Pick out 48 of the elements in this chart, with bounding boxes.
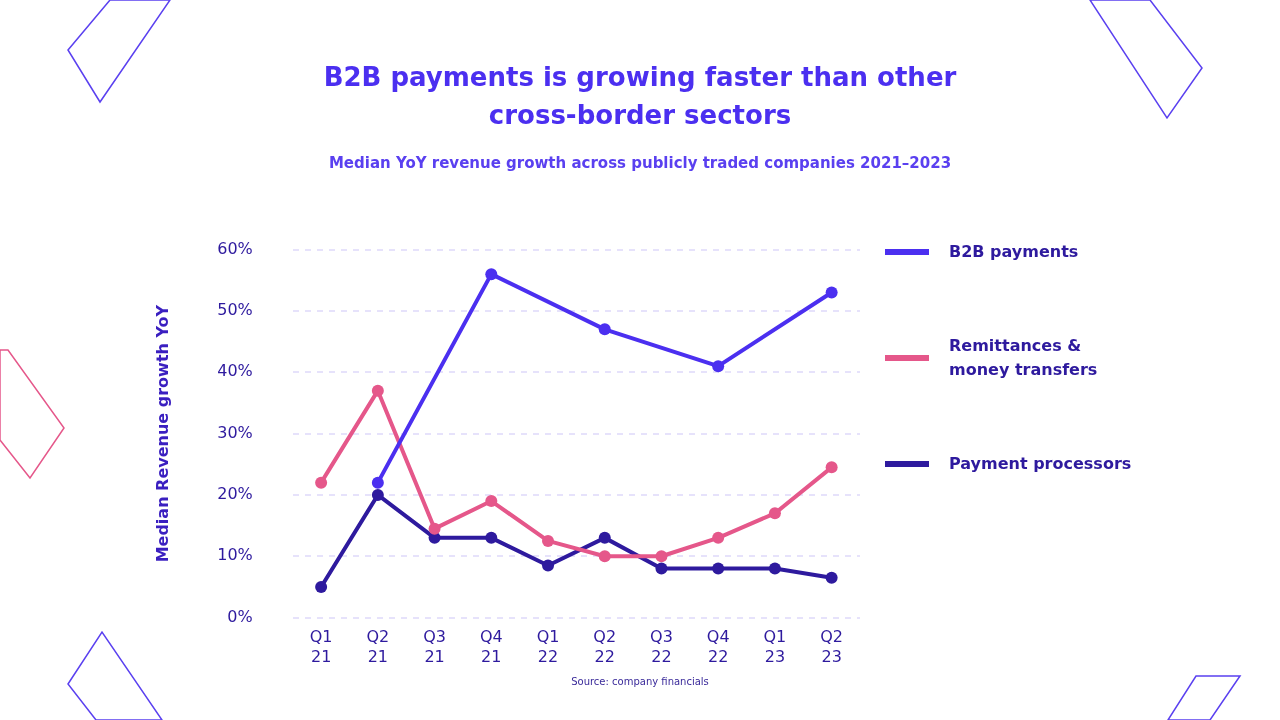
- legend-label: B2B payments: [949, 241, 1079, 263]
- x-tick-label: Q4 22: [706, 627, 730, 666]
- point: [315, 476, 328, 489]
- point: [598, 323, 611, 336]
- x-tick-label: Q1 21: [309, 627, 333, 666]
- point: [768, 562, 781, 575]
- x-tick-label: Q1 23: [763, 627, 787, 666]
- point: [598, 550, 611, 563]
- y-tick-label: 0%: [227, 606, 253, 626]
- point: [655, 550, 668, 563]
- y-axis-title: Median Revenue growth YoY: [152, 304, 172, 563]
- point: [371, 384, 384, 397]
- point: [485, 268, 498, 281]
- x-tick-label: Q4 21: [479, 627, 503, 666]
- x-tick-label: Q3 22: [650, 627, 673, 666]
- y-tick-label: 20%: [217, 484, 253, 504]
- point: [542, 534, 555, 547]
- point: [371, 476, 384, 489]
- point: [371, 488, 384, 501]
- point: [712, 531, 725, 544]
- point: [768, 507, 781, 520]
- point: [712, 562, 725, 575]
- y-tick-label: 60%: [217, 238, 253, 258]
- point: [825, 571, 838, 584]
- point: [542, 559, 555, 572]
- point: [825, 461, 838, 474]
- point: [485, 495, 498, 508]
- y-tick-label: 50%: [217, 300, 253, 320]
- chart-title: B2B payments is growing faster than other cross-border sectors: [322, 61, 958, 132]
- x-tick-label: Q1 22: [536, 627, 560, 666]
- point: [712, 360, 725, 373]
- point: [485, 531, 498, 544]
- point: [315, 580, 328, 593]
- point: [428, 522, 441, 535]
- chart-subtitle: Median YoY revenue growth across publicly traded companies 2021–2023: [327, 153, 953, 174]
- x-tick-label: Q2 23: [820, 627, 844, 666]
- source-note: Source: company financials: [570, 676, 710, 687]
- x-tick-label: Q2 22: [593, 627, 617, 666]
- x-tick-label: Q3 21: [423, 627, 446, 666]
- y-tick-label: 10%: [217, 545, 253, 565]
- x-tick-label: Q2 21: [366, 627, 390, 666]
- point: [825, 286, 838, 299]
- y-tick-label: 40%: [217, 361, 253, 381]
- legend-label: Remittances & money transfers: [949, 335, 1099, 381]
- y-tick-label: 30%: [217, 422, 253, 442]
- point: [655, 562, 668, 575]
- point: [598, 531, 611, 544]
- legend-label: Payment processors: [949, 453, 1132, 475]
